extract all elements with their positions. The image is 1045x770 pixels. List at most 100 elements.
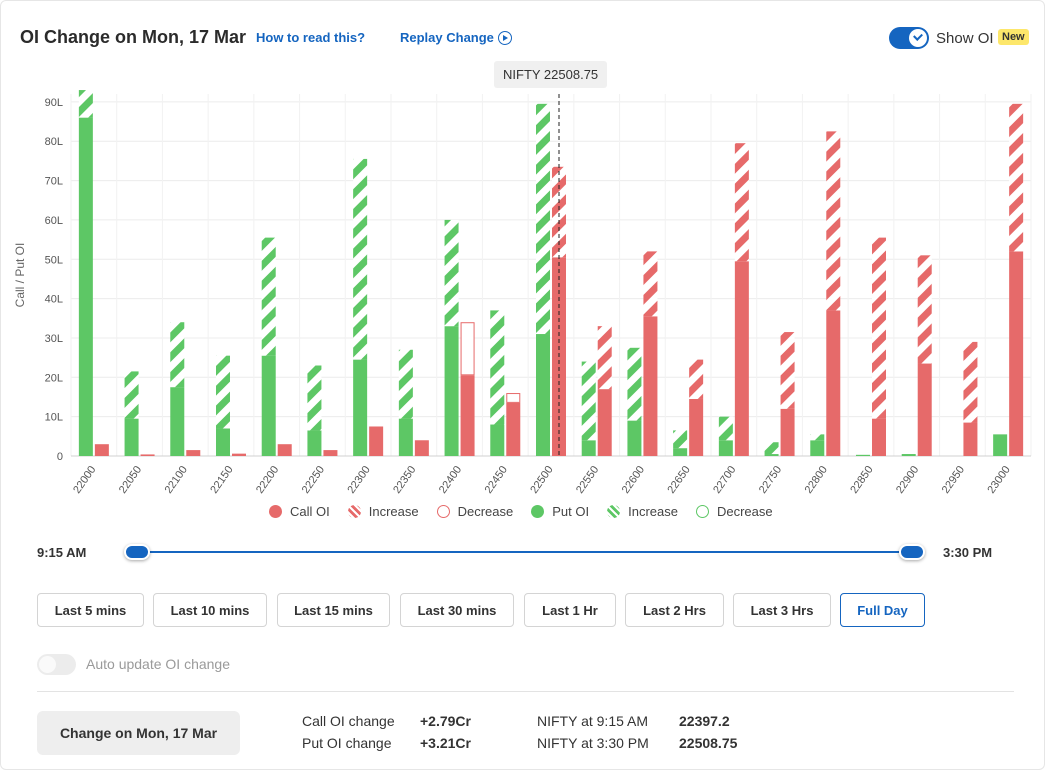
y-tick-label: 70L	[45, 176, 63, 188]
call-oi-bar	[277, 444, 292, 456]
put-oi-increase-bar	[490, 310, 505, 425]
call-oi-bar	[917, 363, 932, 456]
x-tick-label: 22050	[117, 464, 144, 496]
x-tick-label: 22500	[528, 464, 555, 496]
call-oi-bar	[872, 418, 886, 456]
legend-swatch	[531, 505, 545, 518]
put-oi-bar	[78, 117, 93, 456]
show-oi-toggle[interactable]	[889, 27, 929, 49]
y-tick-label: 0	[57, 451, 63, 463]
put-oi-bar	[216, 428, 230, 456]
call-oi-increase-bar	[1009, 103, 1024, 252]
put-oi-increase-bar	[216, 355, 230, 429]
time-slider-track[interactable]	[137, 551, 912, 553]
x-tick-label: 22700	[711, 464, 738, 496]
legend-item: Decrease	[436, 504, 513, 519]
nifty-close-label: NIFTY at 3:30 PM	[537, 735, 649, 751]
range-button[interactable]: Last 30 mins	[400, 593, 514, 627]
call-oi-bar	[506, 402, 521, 456]
put-oi-change-label: Put OI change	[302, 735, 392, 751]
x-tick-label: 22850	[848, 464, 875, 496]
call-oi-decrease-bar	[506, 393, 521, 403]
range-button[interactable]: Last 5 mins	[37, 593, 144, 627]
put-oi-increase-bar	[536, 103, 550, 335]
put-oi-bar	[764, 454, 779, 456]
call-oi-bar	[94, 444, 109, 456]
put-oi-increase-bar	[764, 442, 779, 455]
put-oi-bar	[856, 454, 870, 456]
put-oi-bar	[901, 454, 916, 456]
range-button[interactable]: Last 15 mins	[277, 593, 390, 627]
put-oi-increase-bar	[261, 237, 276, 356]
nifty-close-value: 22508.75	[679, 735, 738, 751]
call-oi-bar	[689, 398, 704, 456]
x-tick-label: 22950	[940, 464, 967, 496]
put-oi-increase-bar	[353, 158, 368, 360]
put-oi-bar	[627, 420, 642, 456]
divider	[37, 691, 1014, 692]
how-to-read-link[interactable]: How to read this?	[256, 30, 366, 45]
put-oi-bar	[718, 440, 733, 456]
x-tick-label: 22400	[437, 464, 464, 496]
range-button[interactable]: Last 3 Hrs	[733, 593, 831, 627]
put-oi-bar	[124, 418, 139, 456]
put-oi-bar	[581, 440, 596, 456]
range-button[interactable]: Full Day	[840, 593, 925, 627]
x-tick-label: 22550	[574, 464, 601, 496]
put-oi-bar	[170, 387, 185, 456]
x-tick-label: 22150	[208, 464, 235, 496]
x-tick-label: 22200	[254, 464, 281, 496]
put-oi-increase-bar	[307, 365, 322, 431]
change-date-button[interactable]: Change on Mon, 17 Mar	[37, 711, 240, 755]
time-slider-start-handle[interactable]	[124, 544, 150, 560]
range-button[interactable]: Last 10 mins	[153, 593, 267, 627]
show-oi-label: Show OI	[936, 30, 994, 47]
check-icon	[909, 29, 927, 47]
x-tick-label: 22350	[391, 464, 418, 496]
x-tick-label: 22600	[620, 464, 647, 496]
legend-label: Put OI	[552, 504, 590, 519]
put-oi-bar	[536, 334, 550, 456]
range-button[interactable]: Last 2 Hrs	[625, 593, 724, 627]
new-badge: New	[998, 29, 1029, 45]
call-oi-bar	[826, 310, 841, 456]
replay-change-label: Replay Change	[400, 30, 494, 45]
legend-swatch	[695, 505, 709, 518]
put-oi-increase-bar	[444, 219, 459, 327]
x-tick-label: 22250	[300, 464, 327, 496]
call-oi-bar	[780, 408, 795, 456]
auto-update-label: Auto update OI change	[86, 656, 230, 672]
nifty-open-label: NIFTY at 9:15 AM	[537, 713, 649, 729]
call-oi-bar	[369, 426, 384, 456]
time-slider-end-handle[interactable]	[899, 544, 925, 560]
y-tick-label: 20L	[45, 372, 63, 384]
range-button[interactable]: Last 1 Hr	[524, 593, 616, 627]
put-oi-increase-bar	[627, 347, 642, 421]
legend-item: Put OI	[531, 504, 589, 519]
y-tick-label: 30L	[45, 333, 63, 345]
put-oi-increase-bar	[810, 434, 825, 441]
call-oi-bar	[1009, 251, 1024, 456]
y-tick-label: 50L	[45, 254, 63, 266]
call-oi-increase-bar	[826, 131, 841, 311]
call-oi-bar	[323, 450, 338, 456]
chart-legend: Call OI Increase Decrease Put OI Increase Dec…	[269, 504, 791, 519]
call-oi-increase-bar	[689, 359, 704, 399]
auto-update-toggle[interactable]	[37, 654, 76, 675]
legend-label: Call OI	[290, 504, 330, 519]
slider-start-time: 9:15 AM	[37, 545, 87, 560]
replay-change-link[interactable]: Replay Change	[400, 30, 512, 45]
put-oi-bar	[398, 418, 413, 456]
put-oi-bar	[261, 355, 276, 456]
y-tick-label: 40L	[45, 294, 63, 306]
legend-item: Call OI	[269, 504, 330, 519]
x-tick-label: 22000	[71, 464, 98, 496]
x-tick-label: 22800	[803, 464, 830, 496]
legend-swatch	[347, 505, 361, 518]
legend-label: Decrease	[716, 504, 773, 519]
legend-item: Decrease	[695, 504, 773, 519]
legend-swatch	[436, 505, 450, 518]
x-tick-label: 23000	[985, 464, 1012, 496]
nifty-open-value: 22397.2	[679, 713, 730, 729]
